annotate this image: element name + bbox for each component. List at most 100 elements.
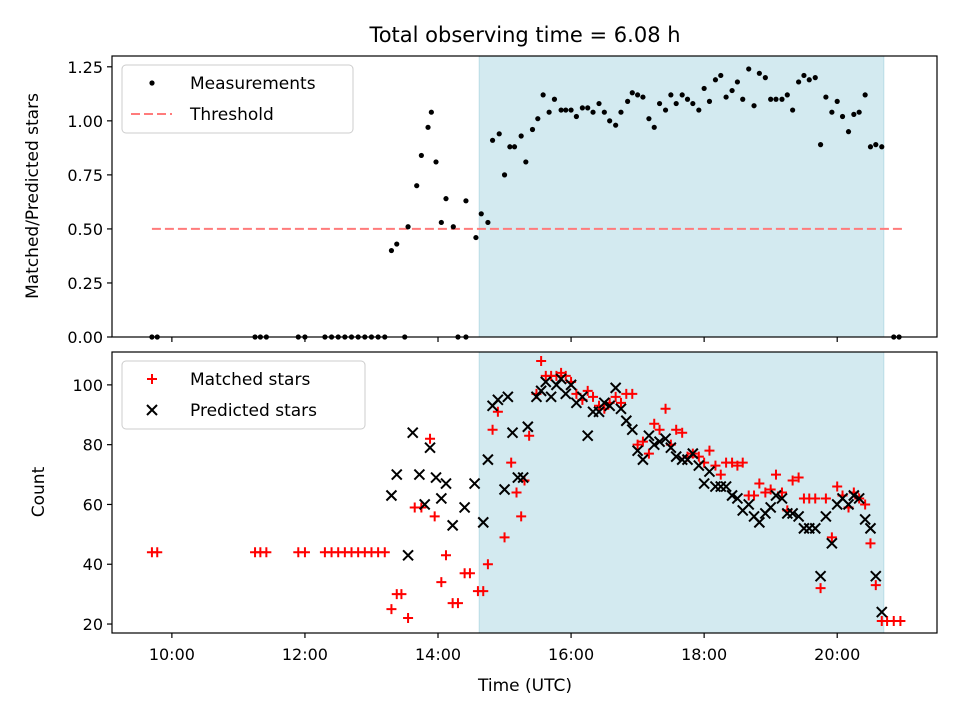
plot-frame (111, 351, 938, 634)
predicted-star-point (535, 385, 547, 397)
predicted-star-point (581, 429, 594, 442)
matched-star-point (511, 487, 522, 498)
matched-star-point (671, 424, 682, 435)
measurement-point (839, 113, 846, 120)
measurement-point (438, 219, 444, 226)
measurement-point (618, 109, 624, 115)
measurement-point (673, 100, 679, 107)
matched-star-point (425, 433, 436, 444)
matched-star-point (588, 391, 599, 402)
y-tick-label: 0.25 (67, 274, 103, 293)
predicted-star-point (809, 522, 821, 535)
measurement-point (656, 100, 663, 107)
measurement-point (784, 92, 790, 98)
measurement-point (443, 196, 449, 202)
legend-label: Predicted stars (190, 401, 317, 421)
measurement-point (873, 142, 879, 148)
y-tick-label: 80 (83, 436, 103, 455)
measurement-point (651, 124, 657, 130)
measurement-point (845, 129, 852, 135)
measurement-point (779, 96, 785, 102)
predicted-star-point (876, 606, 888, 618)
measurement-point (573, 113, 579, 120)
measurement-point (450, 224, 456, 230)
predicted-star-point (424, 441, 436, 454)
measurement-point (662, 107, 669, 113)
predicted-star-point (687, 447, 699, 460)
measurement-point (563, 107, 569, 113)
matched-star-point (715, 469, 726, 480)
measurement-point (485, 219, 491, 226)
measurement-point (418, 152, 424, 159)
matched-star-point (754, 478, 765, 489)
predicted-star-point (598, 397, 611, 409)
matched-star-point (643, 448, 654, 459)
matched-star-point (832, 481, 843, 492)
x-tick-label: 14:00 (415, 645, 461, 664)
series-predicted-stars (385, 373, 888, 618)
predicted-star-point (458, 501, 471, 514)
matched-star-point (499, 532, 510, 543)
measurement-point (613, 122, 619, 128)
measurement-point (646, 116, 652, 122)
measurement-point (551, 96, 558, 102)
matched-star-point (436, 577, 447, 588)
measurement-point (523, 159, 529, 165)
matched-star-point (787, 475, 798, 486)
measurement-point (625, 98, 631, 104)
measurement-point (635, 92, 641, 98)
x-tick-label: 20:00 (814, 645, 860, 664)
measurement-point (405, 224, 411, 230)
predicted-star-point (626, 424, 638, 436)
matched-star-point (870, 580, 881, 591)
matched-star-point (710, 460, 721, 471)
measurement-point (796, 79, 802, 85)
predicted-star-point (659, 432, 672, 445)
measurement-point (851, 111, 857, 117)
matched-star-point (770, 469, 781, 480)
matched-star-point (654, 424, 665, 435)
predicted-star-point (743, 498, 755, 511)
predicted-star-point (764, 501, 777, 514)
measurement-point (690, 100, 696, 107)
measurement-point (701, 85, 707, 92)
y-tick-label: 0.00 (67, 328, 103, 347)
measurement-point (478, 211, 484, 217)
x-axis-label: Time (UTC) (477, 676, 572, 696)
matched-star-point (152, 547, 163, 558)
matched-star-point (478, 586, 489, 597)
matched-star-point (627, 388, 638, 399)
predicted-star-point (545, 391, 557, 403)
predicted-star-point (864, 522, 877, 535)
predicted-star-point (565, 379, 577, 391)
legend-label: Measurements (190, 74, 316, 94)
y-tick-label: 20 (83, 615, 103, 634)
matched-star-point (482, 559, 493, 570)
predicted-star-point (848, 489, 860, 502)
matched-star-point (299, 547, 310, 558)
y-tick-label: 0.50 (67, 220, 103, 239)
predicted-star-point (726, 489, 738, 502)
matched-star-point (732, 460, 743, 471)
y-tick-label: 100 (72, 376, 103, 395)
matched-star-point (677, 427, 688, 438)
predicted-star-point (786, 507, 799, 520)
bottom-panel: 20 40 60 80 100 10:00 12:00 14:00 16:00 18:00 20:0… (72, 351, 938, 664)
measurement-point (684, 96, 691, 102)
predicted-star-point (498, 483, 511, 496)
measurement-point (718, 72, 724, 79)
predicted-star-point (770, 489, 782, 502)
measurement-point (773, 96, 779, 102)
predicted-star-point (540, 376, 552, 388)
predicted-star-point (477, 516, 489, 529)
observing-window-span (478, 55, 885, 338)
predicted-star-point (492, 394, 504, 406)
measurement-point (801, 72, 807, 79)
legend-box (121, 360, 366, 430)
measurement-point (740, 96, 746, 102)
measurement-point (696, 107, 702, 113)
y-tick-label: 40 (83, 555, 103, 574)
predicted-star-point (698, 477, 710, 490)
matched-star-point (815, 583, 826, 594)
